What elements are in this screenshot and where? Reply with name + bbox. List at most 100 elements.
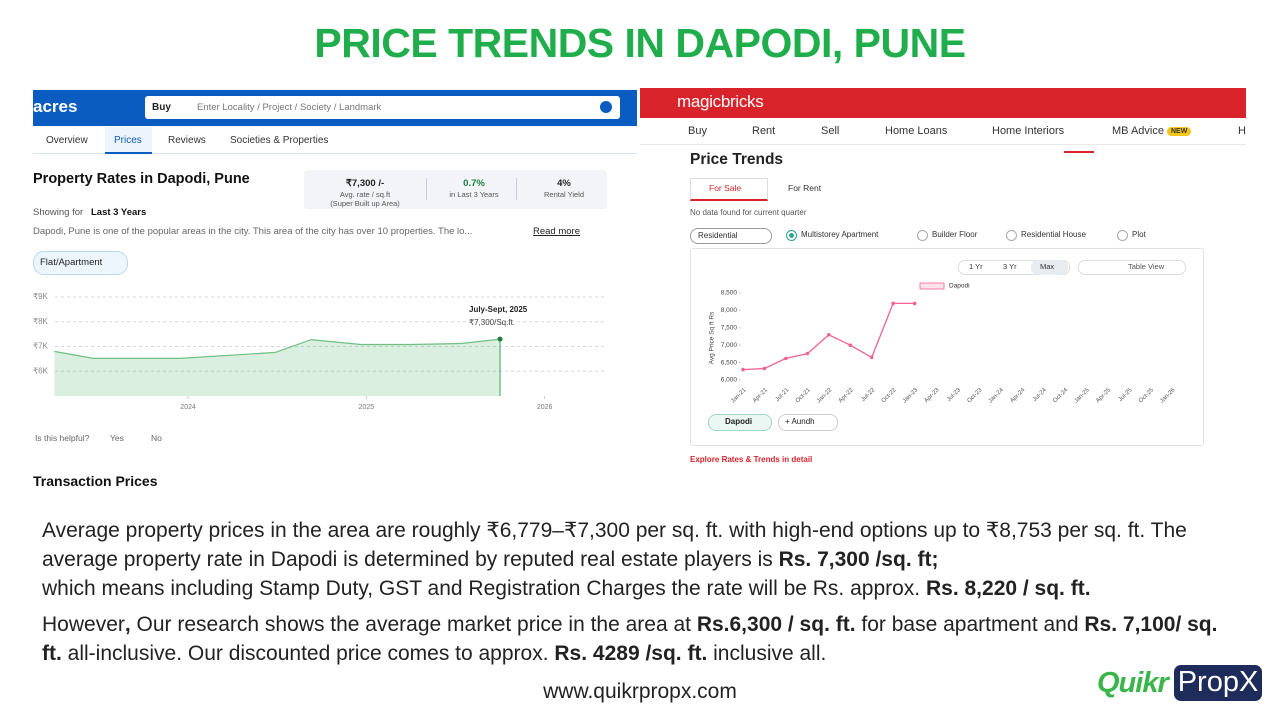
paragraph: which means including Stamp Duty, GST an… (42, 574, 1232, 603)
tab[interactable]: Overview (46, 135, 88, 146)
radio[interactable] (1117, 230, 1128, 241)
stats-divider (516, 178, 517, 200)
stat-note: (Super Built up Area) (330, 199, 400, 208)
tooltip-value: ₹7,300/Sq.ft. (469, 318, 515, 327)
stat-label: in Last 3 Years (449, 190, 499, 199)
stat-value: ₹7,300 /- (345, 178, 385, 189)
x-tick-label: Jul-23 (946, 387, 962, 403)
text-run: , (124, 613, 137, 636)
radio-label: Multistorey Apartment (801, 230, 879, 239)
range-button[interactable]: 3 Yr (1003, 262, 1017, 271)
search-input[interactable]: Enter Locality / Project / Society / Lan… (197, 102, 382, 113)
nav-item[interactable]: Home Interiors (992, 125, 1065, 137)
search-box (145, 96, 620, 119)
range-active (1031, 260, 1068, 275)
radio[interactable] (786, 230, 797, 241)
y-tick-label: ₹8K (33, 317, 49, 326)
tab[interactable]: For Rent (788, 183, 822, 193)
y-tick-label: 7,000 (721, 342, 738, 349)
x-tick-label: Apr-25 (1095, 387, 1112, 404)
showing-label: Showing for (33, 207, 84, 218)
x-tick-label: Jan-21 (730, 387, 748, 405)
tab[interactable]: Reviews (168, 135, 206, 146)
nav-item[interactable]: Home Loans (885, 125, 948, 137)
description: Dapodi, Pune is one of the popular areas… (33, 226, 473, 237)
x-tick-label: Apr-22 (838, 387, 855, 404)
showing-value[interactable]: Last 3 Years (91, 207, 147, 218)
range-button[interactable]: Max (1040, 262, 1055, 271)
paragraph: However, Our research shows the average … (42, 610, 1232, 668)
y-tick-label: 6,000 (721, 377, 738, 384)
chip[interactable] (708, 414, 772, 431)
new-badge: NEW (1167, 127, 1192, 136)
y-axis-label: Avg Price Sq ft Rs (709, 311, 716, 364)
filter-pill (33, 251, 128, 275)
heading: Price Trends (690, 151, 784, 168)
dropdown-text[interactable]: Residential (698, 231, 738, 240)
range-button[interactable]: 1 Yr (969, 262, 983, 271)
range-group (958, 260, 1070, 275)
text-run: for base apartment and (855, 613, 1085, 636)
stat-value: 4% (557, 178, 571, 189)
header-bar (640, 88, 1246, 118)
x-tick-label: Jan-24 (988, 387, 1006, 405)
nav-item[interactable]: MB Advice (1112, 125, 1164, 137)
dropdown (690, 228, 772, 244)
point (741, 367, 745, 372)
explore-link[interactable]: Explore Rates & Trends in detail (690, 455, 813, 464)
logo: acres (33, 97, 78, 116)
x-tick-label: Jul-24 (1032, 387, 1048, 403)
point (912, 301, 917, 306)
helpful-yes[interactable]: Yes (110, 433, 124, 443)
tab-active (690, 178, 768, 201)
nav-item[interactable]: Sell (821, 125, 840, 137)
x-tick-label: Jul-22 (860, 387, 876, 403)
note: No data found for current quarter (690, 208, 807, 217)
y-tick-label: ₹9K (33, 292, 49, 301)
text-run: Our research shows the average market pr… (136, 613, 697, 636)
x-tick-label: Jan-26 (1159, 387, 1177, 405)
text-run: Rs. 4289 /sq. ft. (554, 642, 708, 665)
nav-item[interactable]: H (1238, 125, 1246, 137)
tab[interactable]: Prices (114, 135, 142, 146)
table-view[interactable]: Table View (1128, 262, 1165, 271)
logo-box (1174, 665, 1262, 701)
text-run: However (42, 613, 125, 636)
text-run: Rs.6,300 / sq. ft. (696, 613, 856, 636)
point (827, 332, 831, 337)
panel-bg (33, 90, 637, 485)
text-run: all-inclusive. Our discounted price come… (61, 642, 555, 665)
search-icon[interactable] (600, 101, 612, 113)
helpful-no[interactable]: No (151, 433, 162, 443)
nav-item[interactable]: Buy (688, 125, 707, 137)
legend-label: Dapodi (949, 283, 970, 290)
text-run: Rs. 7,100/ sq. ft. (42, 613, 1218, 665)
x-tick-label: Apr-24 (1009, 387, 1026, 404)
tab[interactable]: Societies & Properties (230, 135, 329, 146)
chart-card (690, 248, 1204, 446)
view-group (1078, 260, 1186, 275)
read-more[interactable]: Read more (533, 226, 580, 237)
logo-part2: PropX (1177, 666, 1259, 698)
nav-item[interactable]: Rent (752, 125, 776, 137)
point (805, 351, 810, 356)
point (762, 366, 767, 371)
section-heading: Transaction Prices (33, 473, 158, 489)
radio[interactable] (1006, 230, 1017, 241)
filter-text[interactable]: Flat/Apartment (40, 257, 103, 268)
chip[interactable] (778, 414, 838, 431)
y-tick-label: 6,500 (721, 359, 738, 366)
radio-label: Plot (1132, 230, 1146, 239)
x-tick-label: Jan-23 (902, 387, 920, 405)
tab[interactable]: For Sale (709, 183, 742, 193)
text-run: which means including Stamp Duty, GST an… (42, 577, 926, 600)
y-tick-label: ₹7K (33, 342, 49, 351)
x-tick-label: 2026 (537, 404, 553, 411)
radio[interactable] (917, 230, 928, 241)
tab-row (33, 127, 637, 154)
x-tick-label: Oct-25 (1138, 387, 1155, 404)
x-tick-label: Oct-22 (881, 387, 898, 404)
radio-label: Builder Floor (932, 230, 978, 239)
